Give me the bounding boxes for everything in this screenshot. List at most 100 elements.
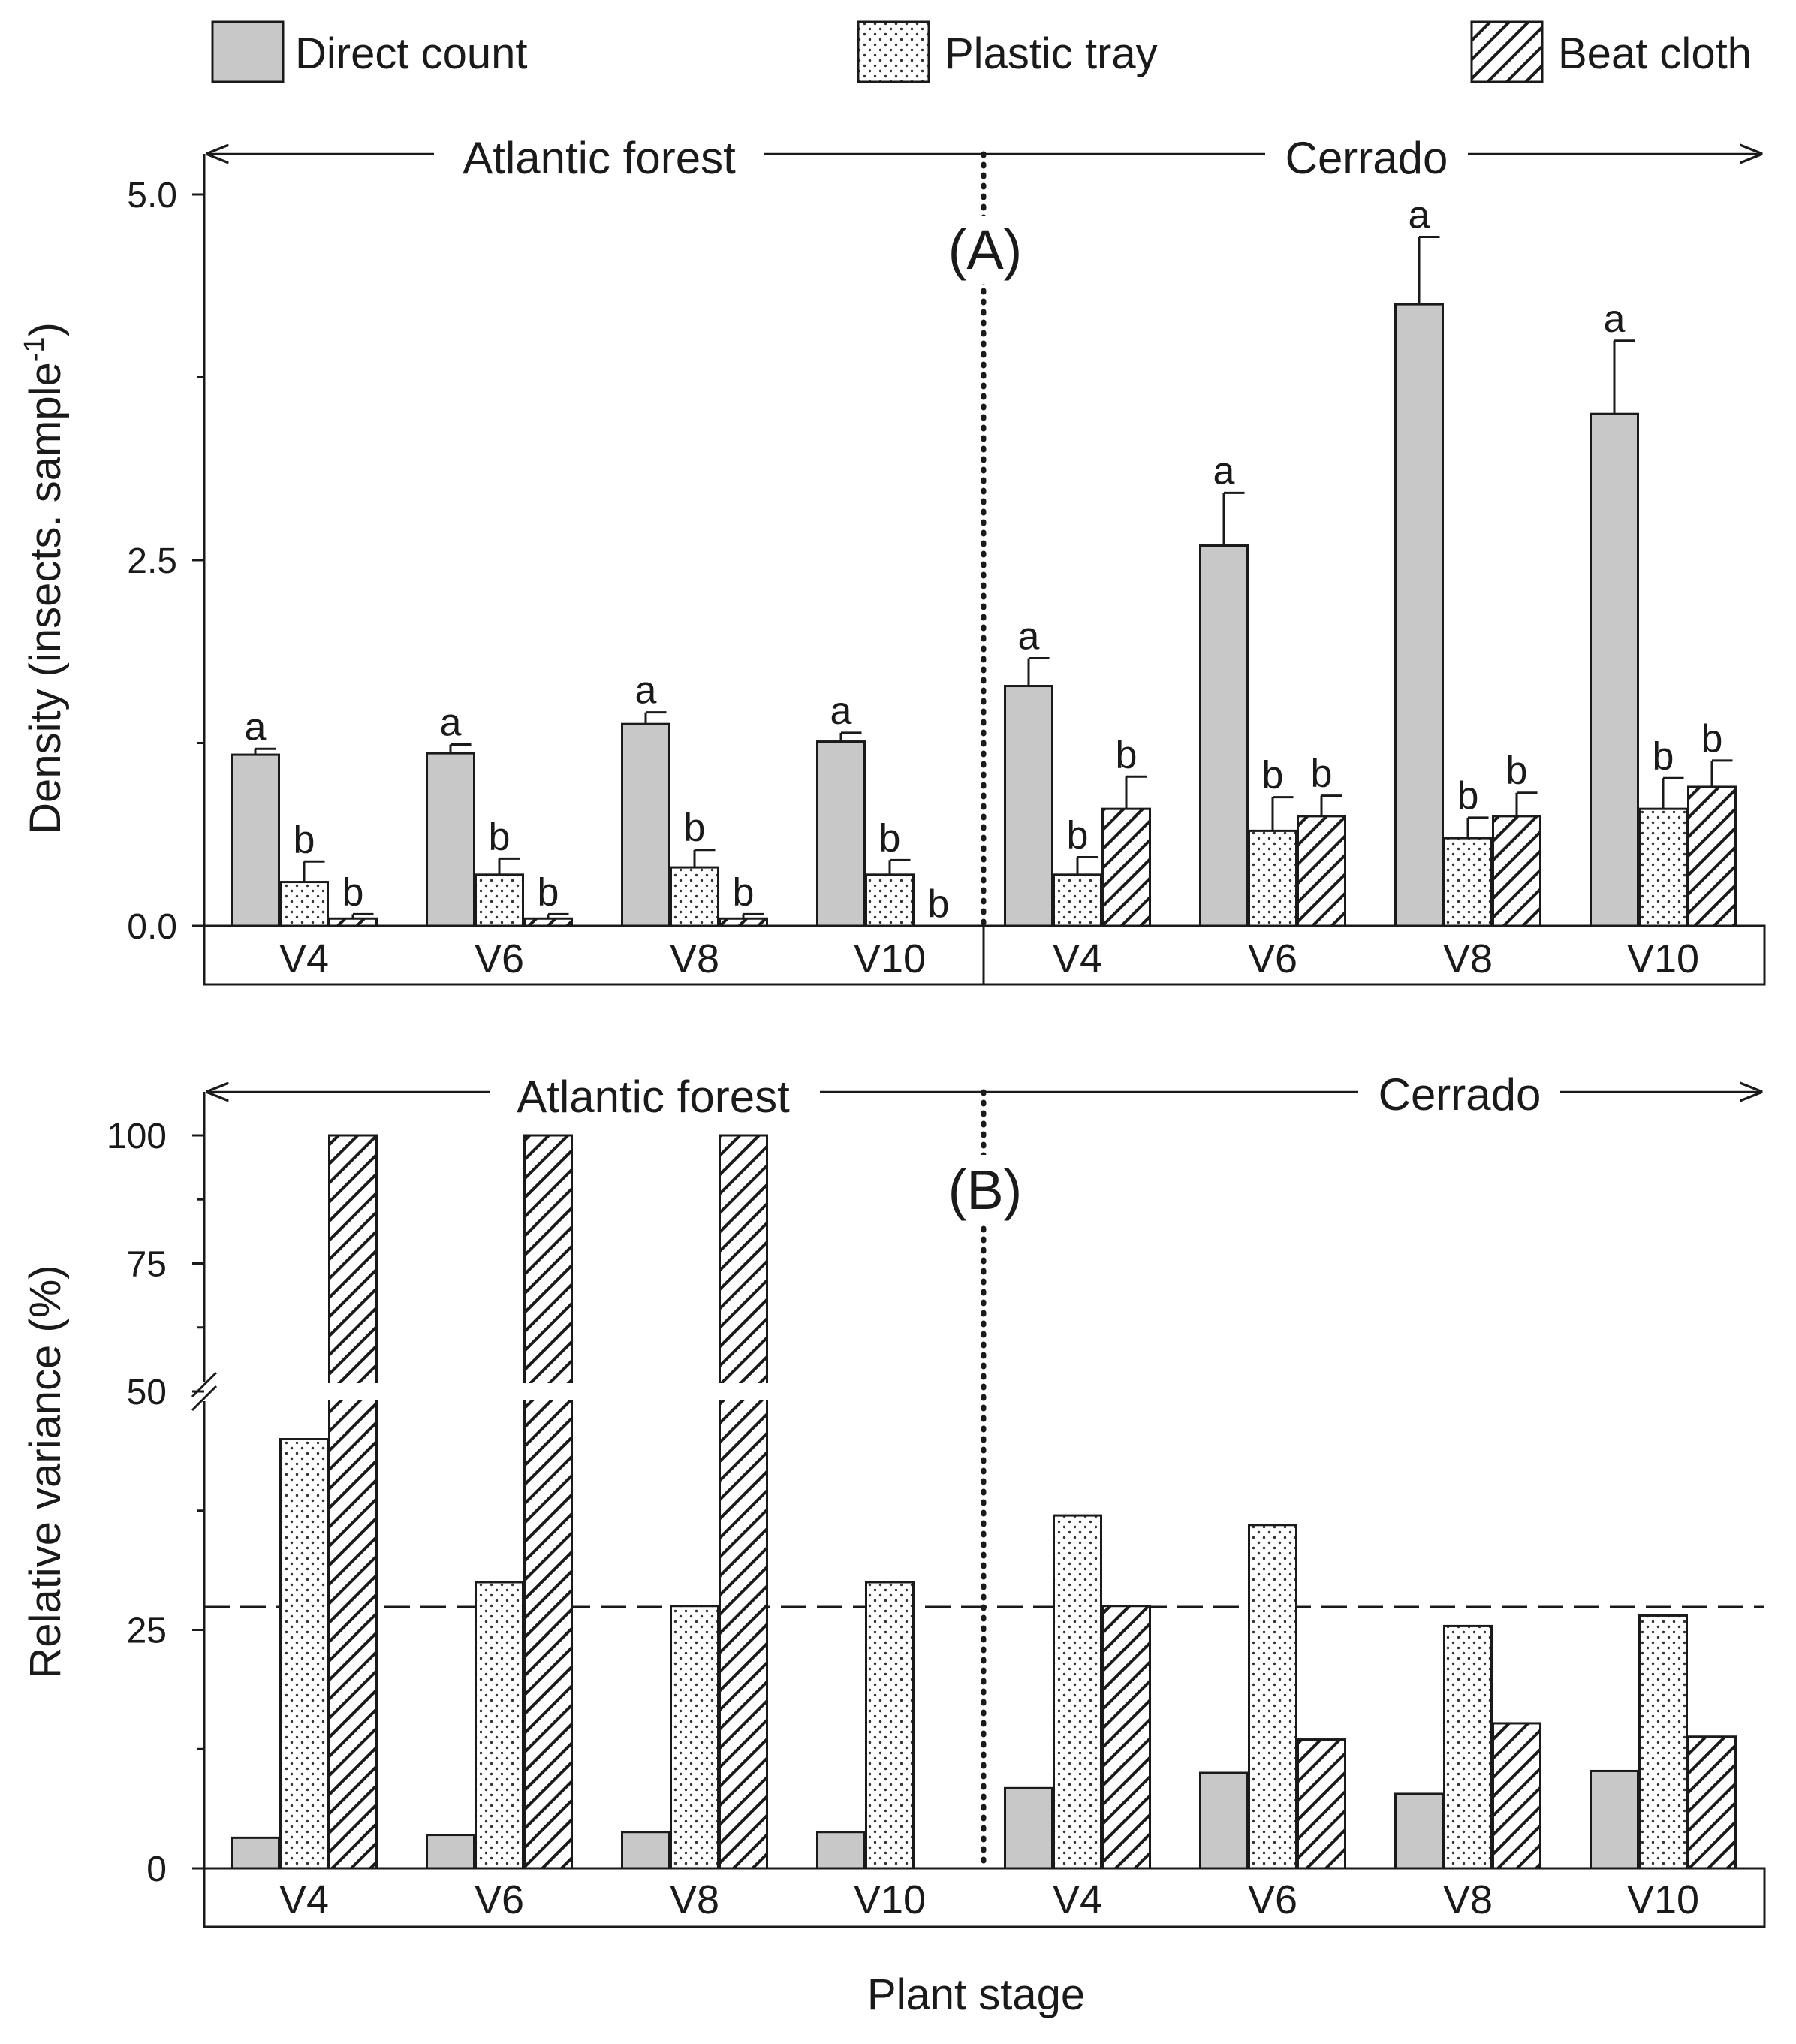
panel-a-y-title-main: Density (insects. sample <box>21 362 70 834</box>
x-axis-title: Plant stage <box>867 1970 1085 2019</box>
bar-a-beat-cloth-7 <box>1687 785 1737 927</box>
stage-label-b-1: V6 <box>475 1877 524 1922</box>
bar-b-beat-cloth-7 <box>1687 1735 1737 1870</box>
bar-a-direct-count-1 <box>426 752 475 927</box>
bar-a-direct-count-0 <box>231 753 280 927</box>
bar-b-beat-cloth-4 <box>1101 1605 1151 1870</box>
panel-a-bars <box>231 303 1737 927</box>
legend-label-plastic-tray: Plastic tray <box>945 29 1158 78</box>
stage-label-a-3: V10 <box>854 936 926 981</box>
stage-label-a-0: V4 <box>279 936 329 981</box>
legend-swatch-direct-count <box>211 20 285 83</box>
panel-b-y-ticks: 0 25 50 75 100 <box>107 1117 204 1889</box>
stage-label-b-0: V4 <box>279 1877 329 1922</box>
bar-b-plastic-tray-1 <box>475 1581 524 1870</box>
bar-b-beat-cloth-1 <box>523 1134 573 1870</box>
sig-letter-a-direct-count-5: a <box>1213 449 1235 493</box>
bar-a-direct-count-2 <box>621 722 670 927</box>
bar-a-direct-count-6 <box>1394 303 1444 927</box>
legend-item-plastic-tray: Plastic tray <box>857 20 1158 83</box>
y-tick-label-b: 50 <box>127 1373 167 1412</box>
bar-b-plastic-tray-3 <box>865 1581 915 1870</box>
axis-break-gap <box>327 1383 379 1400</box>
y-tick-label-b: 25 <box>127 1611 167 1651</box>
legend-item-beat-cloth: Beat cloth <box>1470 20 1752 83</box>
bar-b-direct-count-1 <box>426 1834 475 1870</box>
bar-b-plastic-tray-5 <box>1248 1524 1297 1870</box>
sig-letter-a-beat-cloth-0: b <box>342 870 364 914</box>
panel-label-b: (B) <box>948 1159 1023 1221</box>
bar-b-plastic-tray-4 <box>1053 1514 1102 1870</box>
bar-a-plastic-tray-2 <box>670 866 719 927</box>
bar-a-direct-count-7 <box>1590 412 1639 927</box>
region-label-atlantic-forest-b: Atlantic forest <box>517 1072 790 1122</box>
sig-letter-a-direct-count-2: a <box>635 669 657 713</box>
panel-a-y-ticks: 0.0 2.5 5.0 <box>127 176 204 947</box>
bar-a-direct-count-3 <box>816 740 866 927</box>
stage-label-b-5: V6 <box>1248 1877 1297 1922</box>
bar-b-direct-count-3 <box>816 1831 866 1870</box>
region-label-cerrado-a: Cerrado <box>1285 133 1448 183</box>
region-label-bg <box>1265 128 1468 180</box>
bar-a-beat-cloth-6 <box>1492 815 1541 927</box>
legend-label-direct-count: Direct count <box>295 29 527 78</box>
sig-letter-a-direct-count-0: a <box>245 705 267 749</box>
sig-letter-a-beat-cloth-6: b <box>1506 749 1528 793</box>
sig-letter-a-plastic-tray-1: b <box>489 815 511 858</box>
sig-letter-a-plastic-tray-3: b <box>879 816 901 860</box>
bar-b-direct-count-0 <box>231 1836 280 1870</box>
stage-label-b-4: V4 <box>1053 1877 1102 1922</box>
legend-swatch-beat-cloth <box>1470 20 1544 83</box>
bar-b-direct-count-7 <box>1590 1769 1639 1870</box>
bar-a-beat-cloth-4 <box>1101 807 1151 927</box>
stage-label-b-3: V10 <box>854 1877 926 1922</box>
stage-label-b-6: V8 <box>1443 1877 1493 1922</box>
stage-label-b-2: V8 <box>670 1877 719 1922</box>
stage-label-b-7: V10 <box>1627 1877 1699 1922</box>
panel-b: 0 25 50 75 100 V4 V6 V8 V10 V4 V6 V8 V10 Atlantic f… <box>21 1066 1766 1928</box>
bar-a-direct-count-4 <box>1004 685 1053 927</box>
sig-letter-a-plastic-tray-0: b <box>294 818 315 861</box>
y-tick-label-b: 100 <box>107 1117 167 1156</box>
y-tick-label-b: 75 <box>127 1245 167 1285</box>
stage-label-a-2: V8 <box>670 936 719 981</box>
bar-b-beat-cloth-6 <box>1492 1722 1541 1870</box>
legend-label-beat-cloth: Beat cloth <box>1558 29 1752 78</box>
sig-letter-a-plastic-tray-2: b <box>684 806 706 850</box>
panel-label-bg <box>939 216 1029 284</box>
legend-swatch-plastic-tray <box>857 20 930 83</box>
sig-letter-a-plastic-tray-7: b <box>1653 734 1674 778</box>
sig-letter-a-direct-count-1: a <box>440 701 462 744</box>
sig-letter-a-direct-count-6: a <box>1409 193 1430 237</box>
panel-a-stage-labels: V4 V6 V8 V10 V4 V6 V8 V10 <box>279 936 1699 981</box>
bar-b-direct-count-2 <box>621 1831 670 1870</box>
y-tick-label-a: 5.0 <box>127 176 177 216</box>
sig-letter-a-beat-cloth-1: b <box>538 870 559 914</box>
sig-letter-a-plastic-tray-4: b <box>1067 813 1089 857</box>
sig-letter-a-beat-cloth-2: b <box>733 870 755 914</box>
region-label-cerrado-b: Cerrado <box>1379 1069 1541 1120</box>
axis-break-gap <box>717 1383 770 1400</box>
region-label-bg <box>1358 1066 1560 1119</box>
bar-b-plastic-tray-6 <box>1443 1624 1493 1870</box>
sig-letter-a-beat-cloth-3: b <box>928 882 950 926</box>
bar-b-direct-count-5 <box>1199 1771 1249 1870</box>
stage-label-a-6: V8 <box>1443 936 1493 981</box>
stage-label-a-4: V4 <box>1053 936 1102 981</box>
panel-a-y-title: Density (insects. sample-1) <box>19 322 70 834</box>
bar-a-plastic-tray-4 <box>1053 873 1102 927</box>
panel-a-y-title-sup: -1 <box>19 336 50 362</box>
sig-letter-a-plastic-tray-5: b <box>1262 754 1284 797</box>
sig-letter-a-plastic-tray-6: b <box>1457 774 1479 818</box>
sig-letter-a-beat-cloth-4: b <box>1116 733 1138 776</box>
bar-b-plastic-tray-7 <box>1638 1614 1688 1870</box>
bar-b-plastic-tray-0 <box>279 1438 329 1870</box>
axis-break-gap <box>522 1383 574 1400</box>
stage-label-a-7: V10 <box>1627 936 1699 981</box>
stage-label-a-5: V6 <box>1248 936 1297 981</box>
y-tick-label-a: 0.0 <box>127 907 177 947</box>
bar-a-plastic-tray-3 <box>865 873 915 927</box>
bar-a-direct-count-5 <box>1199 544 1249 927</box>
y-tick-label-a: 2.5 <box>127 541 177 581</box>
